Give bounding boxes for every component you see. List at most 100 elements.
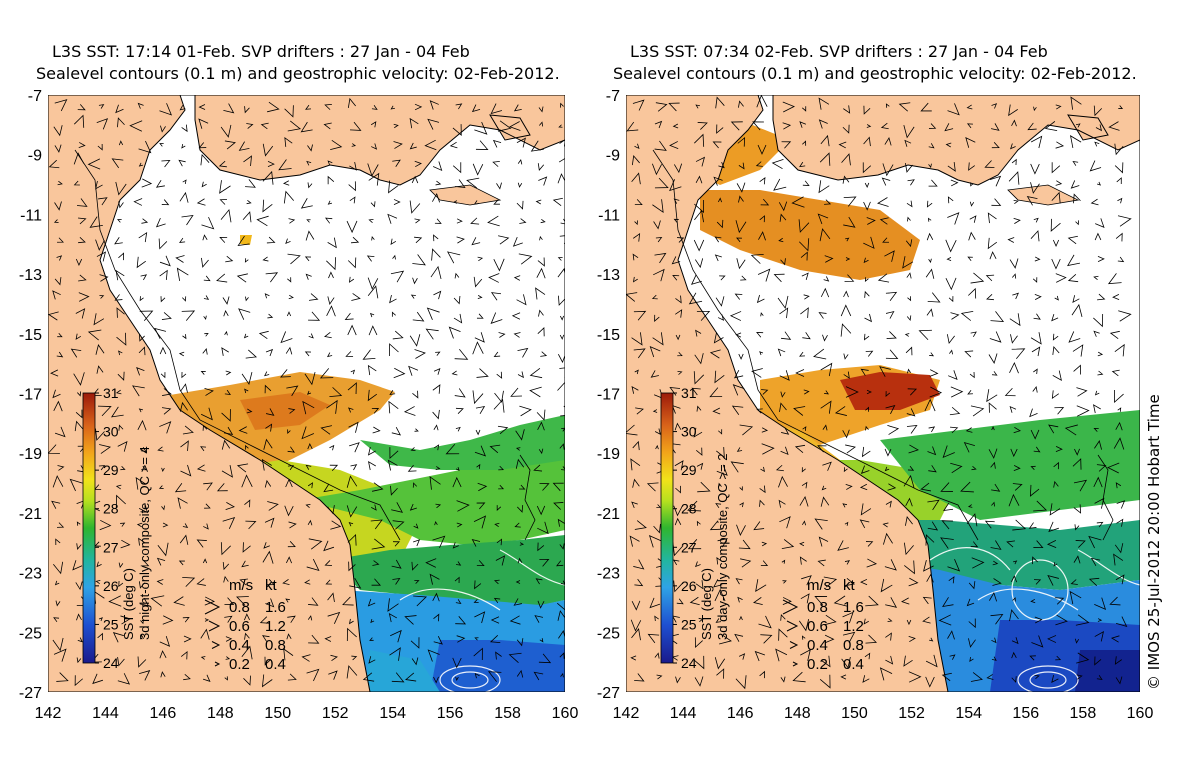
velocity-arrow <box>1115 574 1125 585</box>
velocity-arrow <box>99 295 105 299</box>
legend-arrow <box>786 620 799 632</box>
velocity-arrow <box>844 521 849 526</box>
velocity-arrow <box>200 628 210 640</box>
velocity-arrow <box>968 581 976 590</box>
velocity-arrow <box>1013 217 1021 224</box>
panel-1-land-mainland <box>48 95 370 692</box>
velocity-arrow <box>966 598 975 607</box>
velocity-arrow <box>862 675 870 683</box>
velocity-arrow <box>200 153 210 166</box>
y-tick-label: -19 <box>19 446 42 463</box>
velocity-arrow <box>906 425 918 434</box>
panel-1-map <box>48 95 565 692</box>
velocity-arrow <box>758 615 772 629</box>
velocity-arrow <box>473 599 479 604</box>
velocity-arrow <box>110 406 124 418</box>
velocity-arrow <box>282 180 290 186</box>
velocity-arrow <box>141 178 153 188</box>
velocity-arrow <box>538 448 544 455</box>
legend-header-ms: m/s <box>229 577 253 594</box>
velocity-arrow <box>51 500 61 509</box>
y-tick-label: -11 <box>598 207 620 224</box>
velocity-arrow <box>865 541 874 547</box>
velocity-arrow <box>799 556 807 565</box>
velocity-arrow <box>200 656 206 660</box>
velocity-arrow <box>327 296 335 305</box>
velocity-arrow <box>175 255 185 263</box>
velocity-arrow <box>736 447 743 452</box>
velocity-arrow <box>653 220 661 230</box>
x-tick-label: 158 <box>1070 705 1097 722</box>
y-tick-label: -21 <box>597 506 620 523</box>
velocity-arrow <box>971 557 985 569</box>
velocity-arrow <box>799 238 810 252</box>
velocity-arrow <box>1029 655 1036 661</box>
velocity-arrow <box>54 277 62 286</box>
velocity-arrow <box>734 633 744 642</box>
velocity-arrow <box>759 351 764 356</box>
velocity-arrow <box>1051 314 1059 322</box>
velocity-arrow <box>1034 294 1042 300</box>
velocity-arrow <box>196 198 206 206</box>
velocity-arrow <box>182 296 187 302</box>
velocity-arrow <box>267 313 274 319</box>
velocity-arrow <box>863 333 870 341</box>
velocity-arrow <box>141 218 149 224</box>
velocity-arrow <box>244 613 250 621</box>
velocity-arrow <box>237 235 250 247</box>
velocity-arrow <box>649 345 661 358</box>
velocity-arrow <box>285 346 293 355</box>
velocity-arrow <box>860 465 870 474</box>
velocity-arrow <box>490 312 503 324</box>
velocity-arrow <box>824 614 837 626</box>
velocity-arrow <box>246 123 254 129</box>
velocity-arrow <box>652 199 664 214</box>
velocity-arrow <box>537 421 545 431</box>
velocity-arrow <box>471 538 481 547</box>
velocity-arrow <box>969 656 974 663</box>
velocity-arrow <box>674 422 682 431</box>
velocity-arrow <box>1047 635 1057 643</box>
velocity-arrow <box>159 269 168 280</box>
velocity-arrow <box>432 592 440 602</box>
velocity-arrow <box>489 444 501 454</box>
velocity-arrow <box>1116 500 1126 509</box>
velocity-arrow <box>304 256 311 262</box>
velocity-arrow <box>1072 160 1079 166</box>
x-tick-label: 154 <box>955 705 982 722</box>
velocity-arrow <box>266 101 280 113</box>
velocity-arrow <box>717 538 728 548</box>
velocity-arrow <box>1033 540 1044 549</box>
velocity-arrow <box>803 389 810 395</box>
velocity-arrow <box>118 350 123 356</box>
velocity-arrow <box>903 474 915 488</box>
velocity-arrow <box>154 327 167 339</box>
panel-1-title-line1: L3S SST: 17:14 01-Feb. SVP drifters : 27… <box>52 42 470 61</box>
velocity-arrow <box>490 292 502 301</box>
velocity-arrow <box>863 257 869 264</box>
velocity-arrow <box>239 578 248 586</box>
legend-ms-value: 0.6 <box>807 618 828 635</box>
velocity-arrow <box>906 619 912 626</box>
velocity-arrow <box>676 598 684 605</box>
velocity-arrow <box>387 213 398 224</box>
velocity-arrow <box>1030 163 1040 175</box>
velocity-arrow <box>328 271 334 279</box>
velocity-arrow <box>905 346 913 356</box>
velocity-arrow <box>738 653 746 660</box>
velocity-arrow <box>347 324 357 336</box>
velocity-arrow <box>140 619 144 625</box>
velocity-arrow <box>409 503 417 511</box>
velocity-arrow <box>947 559 961 572</box>
colorbar-tick-label: 24 <box>681 655 697 671</box>
velocity-arrow <box>948 576 955 584</box>
velocity-arrow <box>327 505 335 515</box>
velocity-arrow <box>53 125 63 137</box>
velocity-arrow <box>412 277 418 285</box>
colorbar-tick-label: 31 <box>103 385 119 401</box>
velocity-arrow <box>325 579 332 585</box>
velocity-arrow <box>1011 348 1026 359</box>
velocity-arrow <box>813 348 827 360</box>
velocity-arrow <box>946 257 952 261</box>
velocity-arrow <box>885 349 899 360</box>
